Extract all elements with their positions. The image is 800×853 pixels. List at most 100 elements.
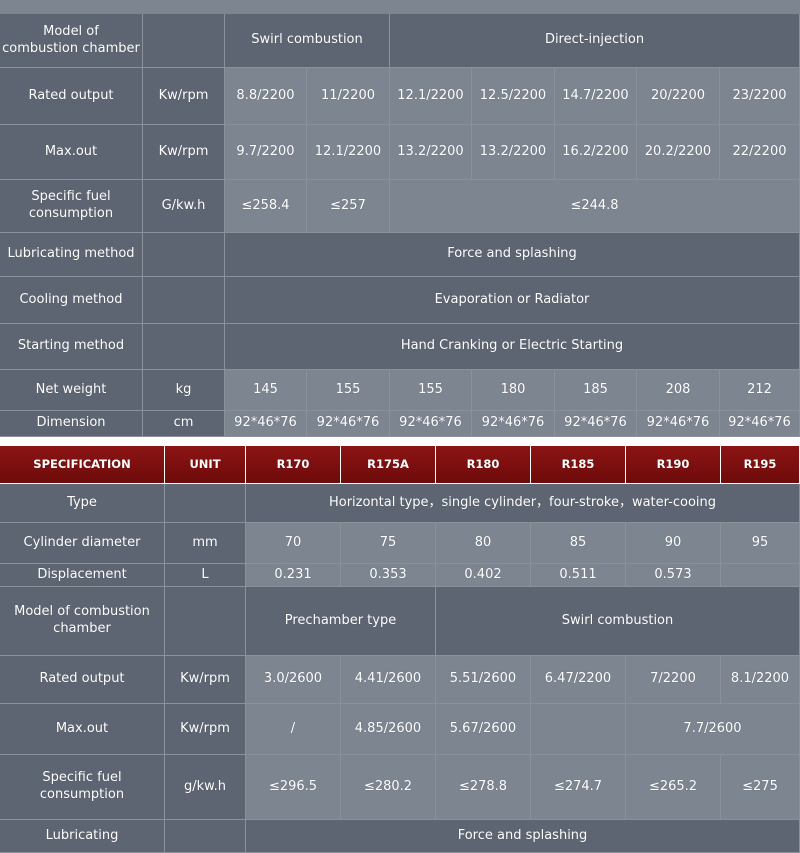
value-cell-text: 5.51/2600 [449,671,517,687]
row-label-text: Cooling method [19,291,123,307]
value-cell-text: Force and splashing [457,827,588,843]
value-cell-text: 92*46*76 [564,415,627,431]
value-cell-text: 0.231 [274,566,312,582]
header-cell-text: UNIT [189,457,221,472]
value-cell: 155 [390,370,472,411]
value-cell: 12.1/2200 [390,68,472,125]
value-cell: Horizontal type，single cylinder，four-str… [246,484,800,523]
row-label: Rated output [0,656,165,704]
value-cell: Evaporation or Radiator [225,277,800,324]
value-cell: 8.1/2200 [721,656,800,704]
unit-cell: L [165,564,246,587]
value-cell-text: 9.7/2200 [236,143,295,159]
value-cell: 23/2200 [720,68,800,125]
unit-cell-text: Kw/rpm [180,720,230,736]
value-cell-text: ≤280.2 [363,778,413,794]
row-label: Rated output [0,68,143,125]
cropped-row-strip [0,0,800,14]
value-cell: Force and splashing [246,820,800,853]
value-cell: ≤280.2 [341,755,436,820]
value-cell-text: 208 [665,381,691,397]
value-cell-text: 92*46*76 [646,415,710,431]
value-cell: 92*46*76 [390,411,472,437]
header-cell: R185 [531,446,626,484]
value-cell-text: 0.353 [369,566,407,582]
value-cell-text: Evaporation or Radiator [434,291,590,307]
value-cell: 12.1/2200 [307,125,390,180]
header-cell-text: SPECIFICATION [33,457,131,472]
row-label-text: Specific fuel consumption [39,770,125,802]
value-cell-text: 12.1/2200 [397,87,464,103]
value-cell-text: 185 [583,381,608,397]
value-cell: 6.47/2200 [531,656,626,704]
value-cell: 92*46*76 [225,411,307,437]
row-label: Max.out [0,125,143,180]
row-label-text: Type [67,494,97,510]
row-label-text: Starting method [17,338,125,354]
unit-cell: cm [143,411,225,437]
value-cell-text: Hand Cranking or Electric Starting [400,338,624,354]
value-cell: 13.2/2200 [390,125,472,180]
header-cell: R190 [626,446,721,484]
engine-spec-table-upper: Model of combustion chamber Swirl combust… [0,0,800,437]
row-label-text: Rated output [39,671,125,687]
row-label-text: Model of combustion chamber [2,23,140,56]
value-cell-text: / [290,720,296,736]
value-cell: 0.353 [341,564,436,587]
value-cell: 8.8/2200 [225,68,307,125]
row-label: Cylinder diameter [0,523,165,564]
value-cell-text: 7.7/2600 [683,720,742,736]
row-label-text: Cylinder diameter [23,534,141,550]
value-cell: ≤265.2 [626,755,721,820]
value-cell-text: 70 [284,534,302,550]
value-cell: ≤275 [721,755,800,820]
value-cell: Swirl combustion [225,14,390,68]
row-label: Specific fuel consumption [0,755,165,820]
value-cell-text: 12.5/2200 [479,87,547,103]
unit-cell-text: kg [175,381,192,397]
value-cell-text: 80 [474,534,492,550]
unit-cell: Kw/rpm [143,68,225,125]
header-cell-text: R175A [367,457,409,472]
value-cell-text: 4.41/2600 [354,671,422,687]
value-cell: 155 [307,370,390,411]
row-label: Model of combustion chamber [0,14,143,68]
header-cell: UNIT [165,446,246,484]
value-cell-text: 155 [335,381,361,397]
value-cell-text: ≤258.4 [241,197,290,213]
header-cell: R170 [246,446,341,484]
value-cell: 70 [246,523,341,564]
unit-cell [143,14,225,68]
header-cell: SPECIFICATION [0,446,165,484]
value-cell: 13.2/2200 [472,125,555,180]
header-cell-text: R170 [276,457,310,472]
unit-cell [165,587,246,656]
unit-cell-text: L [201,566,209,582]
row-label-text: Max.out [44,143,98,159]
header-cell-text: R190 [656,457,690,472]
value-cell: 92*46*76 [307,411,390,437]
value-cell-text: 8.1/2200 [730,671,790,687]
value-cell-text: ≤257 [330,197,366,213]
value-cell-text: Swirl combustion [251,32,363,48]
header-cell-text: R185 [561,457,595,472]
value-cell: / [246,704,341,755]
value-cell: 12.5/2200 [472,68,555,125]
header-cell: R175A [341,446,436,484]
value-cell: ≤296.5 [246,755,341,820]
value-cell-text: 95 [751,534,769,550]
value-cell: Direct-injection [390,14,800,68]
value-cell [721,564,800,587]
value-cell-text: 180 [500,381,526,397]
value-cell: ≤244.8 [390,180,800,233]
value-cell-text: ≤244.8 [570,197,619,213]
unit-cell-text: cm [173,415,194,431]
value-cell: 85 [531,523,626,564]
value-cell: 16.2/2200 [555,125,637,180]
value-cell-text: ≤296.5 [268,778,318,794]
value-cell-text: 14.7/2200 [562,87,629,103]
value-cell: ≤274.7 [531,755,626,820]
unit-cell: Kw/rpm [143,125,225,180]
row-label: Max.out [0,704,165,755]
unit-cell [143,324,225,370]
